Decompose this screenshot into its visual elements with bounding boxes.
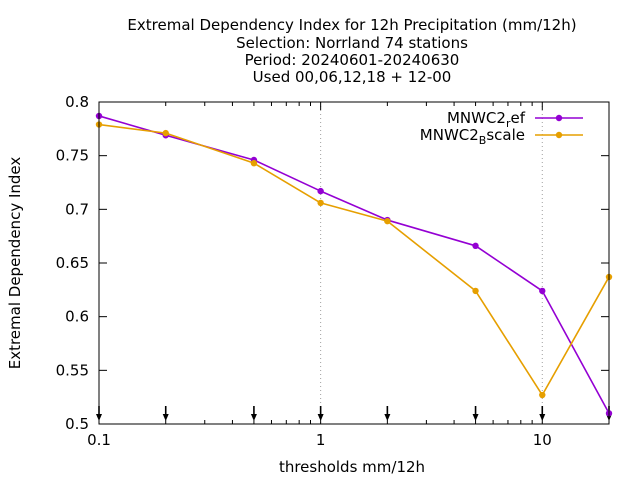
data-point	[317, 187, 324, 195]
legend-label-main: MNWC2	[420, 126, 479, 144]
data-point	[472, 242, 479, 250]
data-point	[162, 129, 169, 137]
title-line-1: Extremal Dependency Index for 12h Precip…	[127, 16, 576, 34]
threshold-marker	[162, 406, 169, 421]
x-tick-label: 1	[316, 431, 326, 449]
grid	[320, 102, 543, 424]
title-line-4: Used 00,06,12,18 + 12-00	[253, 68, 452, 86]
series-line	[98, 115, 610, 414]
y-tick-label: 0.5	[65, 415, 89, 433]
series-line	[98, 123, 610, 396]
legend-label: MNWC2ref	[447, 109, 526, 130]
series-1	[95, 112, 613, 417]
y-tick-label: 0.75	[56, 147, 89, 165]
legend-entry-2: MNWC2Bscale	[420, 126, 583, 147]
x-tick-label: 10	[533, 431, 552, 449]
threshold-marker-head	[472, 414, 479, 421]
threshold-markers	[96, 406, 612, 421]
x-tick-label: 0.1	[87, 431, 111, 449]
legend-label: MNWC2Bscale	[420, 126, 525, 147]
y-axis-label: Extremal Dependency Index	[6, 157, 24, 370]
title-line-3: Period: 20240601-20240630	[245, 51, 460, 69]
data-point	[317, 199, 324, 207]
legend-label-main: MNWC2	[447, 109, 506, 127]
threshold-marker	[250, 406, 257, 421]
data-point	[539, 391, 546, 399]
y-tick-label: 0.8	[65, 93, 89, 111]
threshold-marker	[472, 406, 479, 421]
y-tick-label: 0.65	[56, 254, 89, 272]
threshold-marker	[539, 406, 546, 421]
plot-frame	[98, 101, 610, 425]
axis-ticks: 0.5 0.55 0.6 0.65 0.7 0.75 0.8 0.1 1 10	[56, 93, 609, 449]
threshold-marker	[317, 406, 324, 421]
legend-point	[555, 131, 563, 139]
legend-label-subscript: r	[506, 117, 511, 130]
series	[95, 112, 613, 417]
threshold-marker-head	[250, 414, 257, 421]
threshold-marker	[384, 406, 391, 421]
x-axis-label: thresholds mm/12h	[279, 458, 425, 476]
legend-entry-1: MNWC2ref	[447, 109, 583, 130]
title-line-2: Selection: Norrland 74 stations	[236, 34, 468, 52]
y-tick-label: 0.6	[65, 308, 89, 326]
legend-label-rest: ef	[510, 109, 525, 127]
chart-title: Extremal Dependency Index for 12h Precip…	[127, 16, 576, 86]
data-point	[539, 287, 546, 295]
series-2	[95, 121, 613, 399]
threshold-marker-head	[539, 414, 546, 421]
legend-point	[555, 114, 563, 122]
threshold-marker-head	[384, 414, 391, 421]
legend-label-subscript: B	[479, 134, 487, 147]
data-point	[250, 159, 258, 167]
y-tick-label: 0.55	[56, 361, 89, 379]
legend-label-rest: scale	[486, 126, 525, 144]
data-point	[472, 287, 479, 295]
threshold-marker-head	[317, 414, 324, 421]
y-tick-label: 0.7	[65, 200, 89, 218]
data-point	[384, 217, 391, 225]
threshold-marker-head	[162, 414, 169, 421]
